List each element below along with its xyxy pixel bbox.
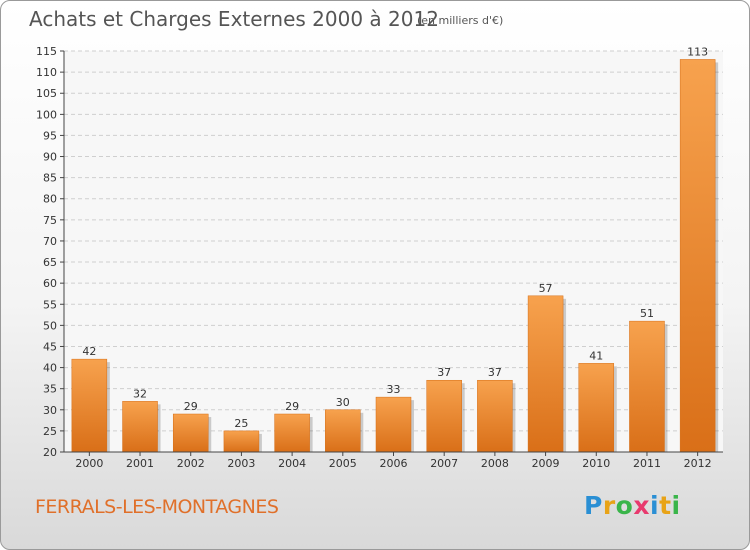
logo-letter: x (633, 491, 650, 520)
bar-2009 (527, 295, 564, 453)
logo-letter: t (659, 491, 672, 520)
y-tick-label: 60 (43, 277, 57, 290)
x-tick-label: 2007 (430, 457, 458, 470)
y-tick-label: 35 (43, 383, 57, 396)
x-tick-label: 2000 (75, 457, 103, 470)
bar-2004 (274, 413, 310, 453)
value-label: 30 (336, 396, 350, 409)
x-tick-label: 2005 (329, 457, 357, 470)
x-tick-label: 2012 (684, 457, 712, 470)
bar-2010 (578, 363, 615, 453)
x-tick-label: 2001 (126, 457, 154, 470)
y-tick-label: 65 (43, 256, 57, 269)
y-tick-label: 45 (43, 340, 57, 353)
value-label: 42 (82, 345, 96, 358)
value-label: 29 (184, 400, 198, 413)
y-tick-label: 80 (43, 193, 57, 206)
logo-letter: o (615, 491, 634, 520)
value-label: 32 (133, 387, 147, 400)
logo-letter: P (584, 491, 603, 520)
bar-2000 (71, 358, 108, 453)
x-tick-label: 2009 (532, 457, 560, 470)
x-tick-label: 2010 (582, 457, 610, 470)
value-label: 57 (539, 282, 553, 295)
x-tick-label: 2008 (481, 457, 509, 470)
y-tick-label: 100 (36, 108, 57, 121)
value-label: 33 (387, 383, 401, 396)
bar-2012 (679, 59, 716, 453)
y-tick-label: 25 (43, 425, 57, 438)
y-tick-label: 115 (36, 45, 57, 58)
y-tick-label: 40 (43, 362, 57, 375)
y-tick-label: 75 (43, 214, 57, 227)
y-tick-label: 70 (43, 235, 57, 248)
y-tick-label: 30 (43, 404, 57, 417)
value-label: 41 (589, 349, 603, 362)
bar-2008 (477, 379, 513, 453)
x-tick-label: 2011 (633, 457, 661, 470)
commune-name: FERRALS-LES-MONTAGNES (35, 496, 279, 518)
value-label: 51 (640, 307, 654, 320)
value-label: 37 (437, 366, 451, 379)
bar-2003 (223, 430, 260, 453)
x-tick-label: 2006 (380, 457, 408, 470)
bar-2011 (629, 320, 665, 453)
x-tick-label: 2002 (177, 457, 205, 470)
proxiti-logo: Proxiti (584, 491, 681, 520)
y-tick-label: 55 (43, 298, 57, 311)
y-tick-label: 20 (43, 446, 57, 459)
y-tick-label: 105 (36, 87, 57, 100)
bar-2006 (375, 396, 412, 453)
chart-title: Achats et Charges Externes 2000 à 2012 (29, 7, 439, 31)
bar-2005 (325, 409, 361, 453)
y-tick-label: 85 (43, 172, 57, 185)
y-tick-label: 90 (43, 151, 57, 164)
logo-letter: r (602, 491, 616, 520)
y-tick-label: 95 (43, 129, 57, 142)
logo-letter: i (650, 491, 660, 520)
logo-letter: i (671, 491, 681, 520)
value-label: 37 (488, 366, 502, 379)
value-label: 25 (234, 417, 248, 430)
y-tick-label: 110 (36, 66, 57, 79)
x-tick-label: 2003 (227, 457, 255, 470)
y-tick-label: 50 (43, 319, 57, 332)
value-label: 113 (687, 45, 708, 58)
value-label: 29 (285, 400, 299, 413)
bar-2001 (122, 401, 158, 453)
x-tick-label: 2004 (278, 457, 306, 470)
bar-2007 (426, 379, 462, 453)
bar-2002 (172, 413, 209, 453)
chart-subtitle: (en milliers d'€) (417, 14, 504, 27)
